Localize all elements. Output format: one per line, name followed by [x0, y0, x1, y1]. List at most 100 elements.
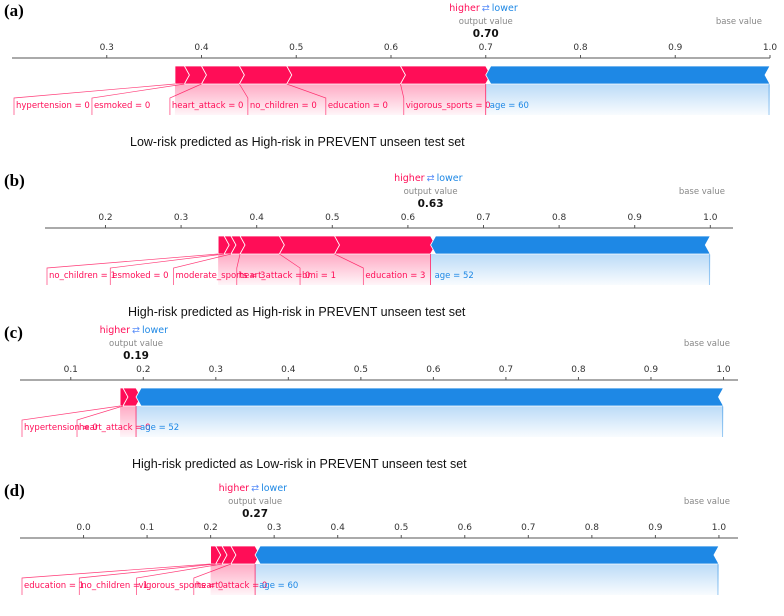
- output-value: 0.27: [242, 508, 268, 520]
- feature-connector: [286, 83, 327, 115]
- higher-feature-label: heart_attack = 0: [239, 271, 311, 281]
- higher-feature-segment: [333, 235, 437, 255]
- tick-label: 0.6: [384, 43, 399, 53]
- base-value-label: base value: [679, 187, 725, 197]
- tick-label: 0.9: [644, 365, 659, 375]
- lower-shade: [255, 564, 719, 595]
- tick-label: 0.6: [458, 523, 473, 533]
- base-value-label: base value: [684, 497, 730, 507]
- tick-label: 0.3: [100, 43, 114, 53]
- tick-label: 0.3: [174, 213, 188, 223]
- panel-label: (a): [4, 1, 24, 20]
- higher-feature-label: vigorous_sports = 0: [139, 581, 224, 591]
- panel-caption: High-risk predicted as Low-risk in PREVE…: [132, 457, 467, 471]
- feature-connector: [136, 563, 223, 595]
- tick-label: 0.3: [209, 365, 223, 375]
- panel-label: (d): [4, 481, 25, 500]
- tick-label: 0.9: [648, 523, 663, 533]
- lower-feature-label: age = 60: [259, 581, 298, 591]
- tick-label: 0.9: [668, 43, 683, 53]
- feature-connector: [193, 563, 232, 595]
- higher-shade: [218, 254, 431, 285]
- tick-label: 0.4: [194, 43, 209, 53]
- legend-higher: higher: [219, 483, 250, 494]
- higher-feature-label: esmoked = 0: [112, 271, 168, 281]
- lower-feature-segment: [485, 65, 771, 85]
- higher-feature-label: no_children = 1: [81, 581, 148, 591]
- tick-label: 0.2: [136, 365, 150, 375]
- legend-arrow-icon: ⇄: [132, 325, 140, 336]
- higher-shade: [174, 84, 486, 115]
- output-value-label: output value: [228, 497, 282, 507]
- higher-feature-label: bmi = 1: [302, 271, 336, 281]
- tick-label: 1.0: [716, 365, 731, 375]
- feature-connector: [21, 405, 121, 437]
- feature-connector: [279, 253, 301, 285]
- higher-feature-label: heart_attack = 0: [196, 581, 268, 591]
- legend-arrow-icon: ⇄: [251, 483, 259, 494]
- feature-connector: [400, 83, 405, 115]
- tick-label: 0.6: [426, 365, 441, 375]
- legend-higher: higher: [100, 325, 131, 336]
- feature-connector: [109, 253, 225, 285]
- panel-label: (b): [4, 171, 25, 190]
- feature-connector: [239, 83, 249, 115]
- output-value-label: output value: [109, 339, 163, 349]
- tick-label: 0.2: [98, 213, 112, 223]
- feature-connector: [173, 253, 232, 285]
- tick-label: 0.8: [585, 523, 600, 533]
- lower-shade: [430, 254, 711, 285]
- tick-label: 0.5: [289, 43, 303, 53]
- tick-label: 0.4: [250, 213, 265, 223]
- higher-feature-segment: [278, 235, 341, 255]
- tick-label: 0.4: [281, 365, 296, 375]
- panel-caption: High-risk predicted as High-risk in PREV…: [128, 305, 466, 319]
- tick-label: 0.8: [571, 365, 586, 375]
- legend-arrow-icon: ⇄: [427, 173, 435, 184]
- feature-connector: [91, 83, 185, 115]
- lower-feature-segment: [254, 545, 720, 565]
- feature-connector: [78, 563, 216, 595]
- output-value: 0.19: [123, 350, 149, 362]
- higher-feature-label: education = 1: [24, 581, 84, 591]
- tick-label: 0.1: [64, 365, 78, 375]
- lower-feature-label: age = 60: [490, 101, 529, 111]
- output-value-label: output value: [404, 187, 458, 197]
- output-value: 0.63: [418, 198, 444, 210]
- higher-feature-label: hypertension = 0: [16, 101, 90, 111]
- higher-feature-segment: [238, 65, 293, 85]
- tick-label: 0.7: [479, 43, 493, 53]
- panel-label: (c): [4, 323, 23, 342]
- feature-connector: [334, 253, 364, 285]
- higher-shade: [120, 406, 137, 437]
- tick-label: 0.0: [76, 523, 91, 533]
- higher-feature-segment: [399, 65, 492, 85]
- lower-feature-label: age = 52: [140, 423, 179, 433]
- higher-feature-segment: [239, 235, 285, 255]
- legend-arrow-icon: ⇄: [482, 3, 490, 14]
- higher-feature-segment: [286, 65, 406, 85]
- higher-feature-label: esmoked = 0: [94, 101, 150, 111]
- tick-label: 0.5: [394, 523, 408, 533]
- tick-label: 0.1: [140, 523, 154, 533]
- tick-label: 0.5: [354, 365, 368, 375]
- base-value-label: base value: [684, 339, 730, 349]
- feature-connector: [236, 253, 241, 285]
- lower-feature-segment: [135, 387, 725, 407]
- feature-connector: [13, 83, 176, 115]
- feature-connector: [76, 405, 124, 437]
- legend-lower: lower: [261, 483, 287, 494]
- higher-feature-label: no_children = 0: [250, 101, 317, 111]
- tick-label: 1.0: [703, 213, 718, 223]
- tick-label: 0.4: [331, 523, 346, 533]
- base-value-label: base value: [716, 17, 762, 27]
- tick-label: 0.6: [401, 213, 416, 223]
- higher-feature-label: education = 3: [365, 271, 425, 281]
- higher-feature-label: education = 0: [328, 101, 388, 111]
- lower-feature-label: age = 52: [435, 271, 474, 281]
- lower-feature-segment: [430, 235, 711, 255]
